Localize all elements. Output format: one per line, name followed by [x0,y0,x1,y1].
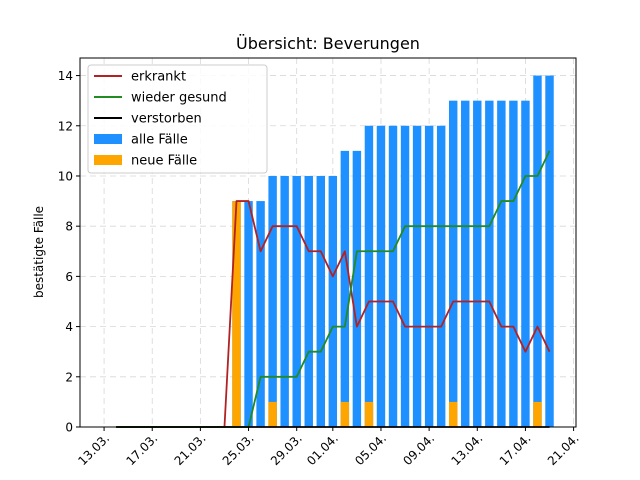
bar-alle-faelle [376,125,386,427]
bar-neue-faelle [448,401,458,427]
bar-alle-faelle [364,125,374,427]
bar-alle-faelle [400,125,410,427]
bar-alle-faelle [473,100,482,428]
y-axis-label: bestätigte Fälle [32,206,46,298]
y-tick-label: 10 [58,169,73,183]
bar-alle-faelle [268,175,277,427]
bar-alle-faelle [497,100,506,428]
bar-alle-faelle [412,125,422,427]
legend-verstorben-label: verstorben [131,112,202,127]
bar-alle-faelle [521,100,530,428]
bar-neue-faelle [268,401,277,427]
bar-alle-faelle [436,125,446,427]
bar-alle-faelle [545,75,554,428]
legend-neue-faelle-swatch [94,155,122,165]
plot-frame [79,57,577,428]
y-ticks: 0 2 4 6 8 10 12 14 [58,69,80,435]
bar-alle-faelle [352,150,362,427]
legend: erkrankt wieder gesund verstorben alle Fäll… [87,64,268,174]
bar-neue-faelle [340,401,350,427]
legend-alle-faelle-swatch [94,134,122,144]
y-tick-label: 8 [65,220,73,234]
bar-alle-faelle [316,175,325,427]
legend-wieder-gesund-label: wieder gesund [131,91,227,106]
bar-alle-faelle [509,100,518,428]
bar-alle-faelle [340,150,350,427]
y-tick-label: 0 [65,421,73,435]
bar-alle-faelle [448,100,458,428]
bar-alle-faelle [280,175,289,427]
y-tick-label: 2 [65,370,73,384]
bar-neue-faelle [364,401,374,427]
bar-alle-faelle [256,201,265,427]
bars [232,75,554,428]
bar-alle-faelle [244,201,253,427]
bar-alle-faelle [328,175,338,427]
y-tick-label: 14 [58,69,73,83]
bar-alle-faelle [461,100,470,428]
bar-alle-faelle [388,125,398,427]
y-tick-label: 12 [58,119,73,133]
y-tick-label: 4 [65,320,73,334]
bar-neue-faelle [232,201,241,427]
chart-title: Übersicht: Beverungen [236,34,420,53]
bar-neue-faelle [533,401,542,427]
y-tick-label: 6 [65,270,73,284]
bar-alle-faelle [424,125,434,427]
bar-alle-faelle [304,175,313,427]
bar-alle-faelle [533,75,542,428]
legend-box [87,64,268,174]
bar-alle-faelle [292,175,301,427]
legend-alle-faelle-label: alle Fälle [131,133,188,148]
legend-erkrankt-label: erkrankt [131,70,186,85]
legend-neue-faelle-label: neue Fälle [131,154,197,169]
axes [79,57,577,428]
bar-alle-faelle [485,100,494,428]
